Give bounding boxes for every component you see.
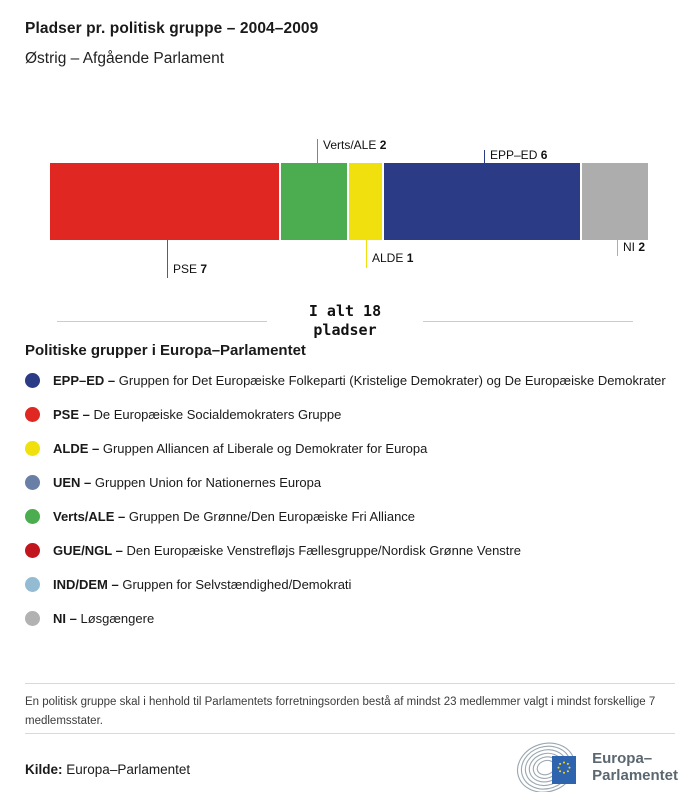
ni-label-text: NI: [623, 240, 635, 254]
legend-code: UEN –: [53, 475, 92, 490]
page-subtitle: Østrig – Afgående Parlament: [25, 50, 225, 67]
inddem-color-dot-icon: [25, 577, 40, 592]
legend-item-text: GUE/NGL – Den Europæiske Venstrefløjs Fæ…: [53, 541, 521, 561]
legend-desc: Gruppen Union for Nationernes Europa: [94, 475, 322, 490]
epped-tick-line: [484, 150, 485, 163]
pse-label-text: PSE: [173, 262, 198, 276]
total-seats-line1: I alt 18: [308, 302, 382, 320]
bar-segment-alde: [349, 163, 382, 240]
legend-item-pse: PSE – De Europæiske Socialdemokraters Gr…: [25, 405, 675, 425]
ni-label: NI 2: [623, 240, 645, 254]
pse-label-value: 7: [200, 262, 208, 276]
ni-color-dot-icon: [25, 611, 40, 626]
logo-wordmark: Europa– Parlamentet: [592, 750, 678, 784]
source-label: Kilde:: [25, 762, 63, 777]
pse-color-dot-icon: [25, 407, 40, 422]
legend-item-text: UEN – Gruppen Union for Nationernes Euro…: [53, 473, 321, 493]
legend-item-alde: ALDE – Gruppen Alliancen af Liberale og …: [25, 439, 675, 459]
legend-code: GUE/NGL –: [53, 543, 123, 558]
footnote-text: En politisk gruppe skal i henhold til Pa…: [25, 696, 656, 727]
legend-desc: Gruppen De Grønne/Den Europæiske Fri All…: [128, 509, 416, 524]
epped-color-dot-icon: [25, 373, 40, 388]
vertsale-tick-line: [317, 139, 318, 163]
total-seats-label: I alt 18 pladser: [309, 302, 381, 340]
epped-label-text: EPP–ED: [490, 148, 538, 162]
legend-item-text: IND/DEM – Gruppen for Selvstændighed/Dem…: [53, 575, 351, 595]
stacked-seats-bar: [50, 163, 649, 240]
uen-color-dot-icon: [25, 475, 40, 490]
legend-desc: Gruppen for Det Europæiske Folkeparti (K…: [118, 373, 666, 388]
legend-code: IND/DEM –: [53, 577, 119, 592]
legend-heading: Politiske grupper i Europa–Parlamentet: [25, 342, 306, 359]
pse-tick-line: [167, 240, 168, 278]
legend-desc: Gruppen Alliancen af Liberale og Demokra…: [102, 441, 428, 456]
legend-item-guengl: GUE/NGL – Den Europæiske Venstrefløjs Fæ…: [25, 541, 675, 561]
guengl-color-dot-icon: [25, 543, 40, 558]
epped-label-value: 6: [540, 148, 548, 162]
alde-label-text: ALDE: [372, 251, 404, 265]
footnote-rule-bottom: [25, 733, 675, 734]
legend-item-ni: NI – Løsgængere: [25, 609, 675, 629]
vertsale-label: Verts/ALE 2: [323, 138, 386, 152]
ni-label-value: 2: [638, 240, 646, 254]
legend-item-inddem: IND/DEM – Gruppen for Selvstændighed/Dem…: [25, 575, 675, 595]
legend-code: EPP–ED –: [53, 373, 116, 388]
legend-desc: Gruppen for Selvstændighed/Demokrati: [122, 577, 352, 592]
bar-segment-vertsale: [281, 163, 347, 240]
vertsale-color-dot-icon: [25, 509, 40, 524]
legend-desc: De Europæiske Socialdemokraters Gruppe: [93, 407, 342, 422]
legend-list: EPP–ED – Gruppen for Det Europæiske Folk…: [25, 371, 675, 643]
epped-label: EPP–ED 6: [490, 148, 547, 162]
legend-desc: Løsgængere: [80, 611, 155, 626]
parliament-hemicycle-icon: [517, 742, 577, 792]
source-value: Europa–Parlamentet: [66, 762, 191, 777]
divider-rule-left: [57, 320, 267, 322]
bar-segment-pse: [50, 163, 280, 240]
total-seats-divider: I alt 18 pladser: [57, 298, 633, 344]
eu-flag-icon: [552, 756, 577, 784]
legend-item-text: PSE – De Europæiske Socialdemokraters Gr…: [53, 405, 341, 425]
logo-line1: Europa–: [592, 750, 653, 767]
legend-desc: Den Europæiske Venstrefløjs Fællesgruppe…: [126, 543, 521, 558]
page-title: Pladser pr. politisk gruppe – 2004–2009: [25, 20, 319, 37]
seats-bar-chart: Verts/ALE 2 EPP–ED 6 PSE 7 ALDE 1 NI 2: [0, 135, 700, 285]
bar-segment-epped: [383, 163, 581, 240]
alde-tick-line: [366, 240, 367, 268]
legend-item-text: ALDE – Gruppen Alliancen af Liberale og …: [53, 439, 427, 459]
alde-label-value: 1: [406, 251, 414, 265]
legend-item-epped: EPP–ED – Gruppen for Det Europæiske Folk…: [25, 371, 675, 391]
legend-code: Verts/ALE –: [53, 509, 126, 524]
legend-code: NI –: [53, 611, 77, 626]
divider-rule-right: [423, 320, 633, 322]
legend-code: PSE –: [53, 407, 90, 422]
vertsale-label-value: 2: [379, 138, 387, 152]
bar-segment-ni: [582, 163, 649, 240]
alde-label: ALDE 1: [372, 251, 413, 265]
legend-item-text: Verts/ALE – Gruppen De Grønne/Den Europæ…: [53, 507, 415, 527]
europa-parlamentet-logo: Europa– Parlamentet: [512, 742, 678, 792]
footnote-rule-top: [25, 683, 675, 684]
legend-item-vertsale: Verts/ALE – Gruppen De Grønne/Den Europæ…: [25, 507, 675, 527]
alde-color-dot-icon: [25, 441, 40, 456]
vertsale-label-text: Verts/ALE: [323, 138, 377, 152]
ni-tick-line: [617, 240, 618, 256]
legend-item-text: EPP–ED – Gruppen for Det Europæiske Folk…: [53, 371, 666, 391]
total-seats-line2: pladser: [313, 321, 377, 339]
logo-line2: Parlamentet: [592, 767, 678, 784]
legend-item-text: NI – Løsgængere: [53, 609, 154, 629]
legend-item-uen: UEN – Gruppen Union for Nationernes Euro…: [25, 473, 675, 493]
legend-code: ALDE –: [53, 441, 100, 456]
source-line: Kilde: Europa–Parlamentet: [25, 762, 190, 777]
pse-label: PSE 7: [173, 262, 207, 276]
